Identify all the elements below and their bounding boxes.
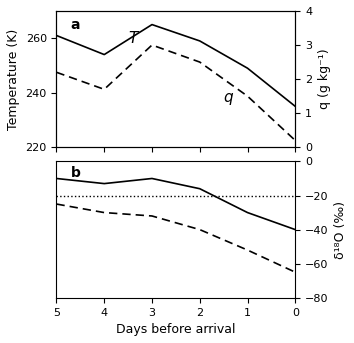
Text: b: b [71,166,81,179]
Text: a: a [71,18,80,32]
Text: T: T [128,32,137,46]
Y-axis label: δ¹⁸O (‰): δ¹⁸O (‰) [334,201,347,259]
X-axis label: Days before arrival: Days before arrival [116,323,236,336]
Y-axis label: Temperature (K): Temperature (K) [7,28,20,130]
Text: q: q [224,90,233,105]
Y-axis label: q (g kg⁻¹): q (g kg⁻¹) [318,49,331,109]
